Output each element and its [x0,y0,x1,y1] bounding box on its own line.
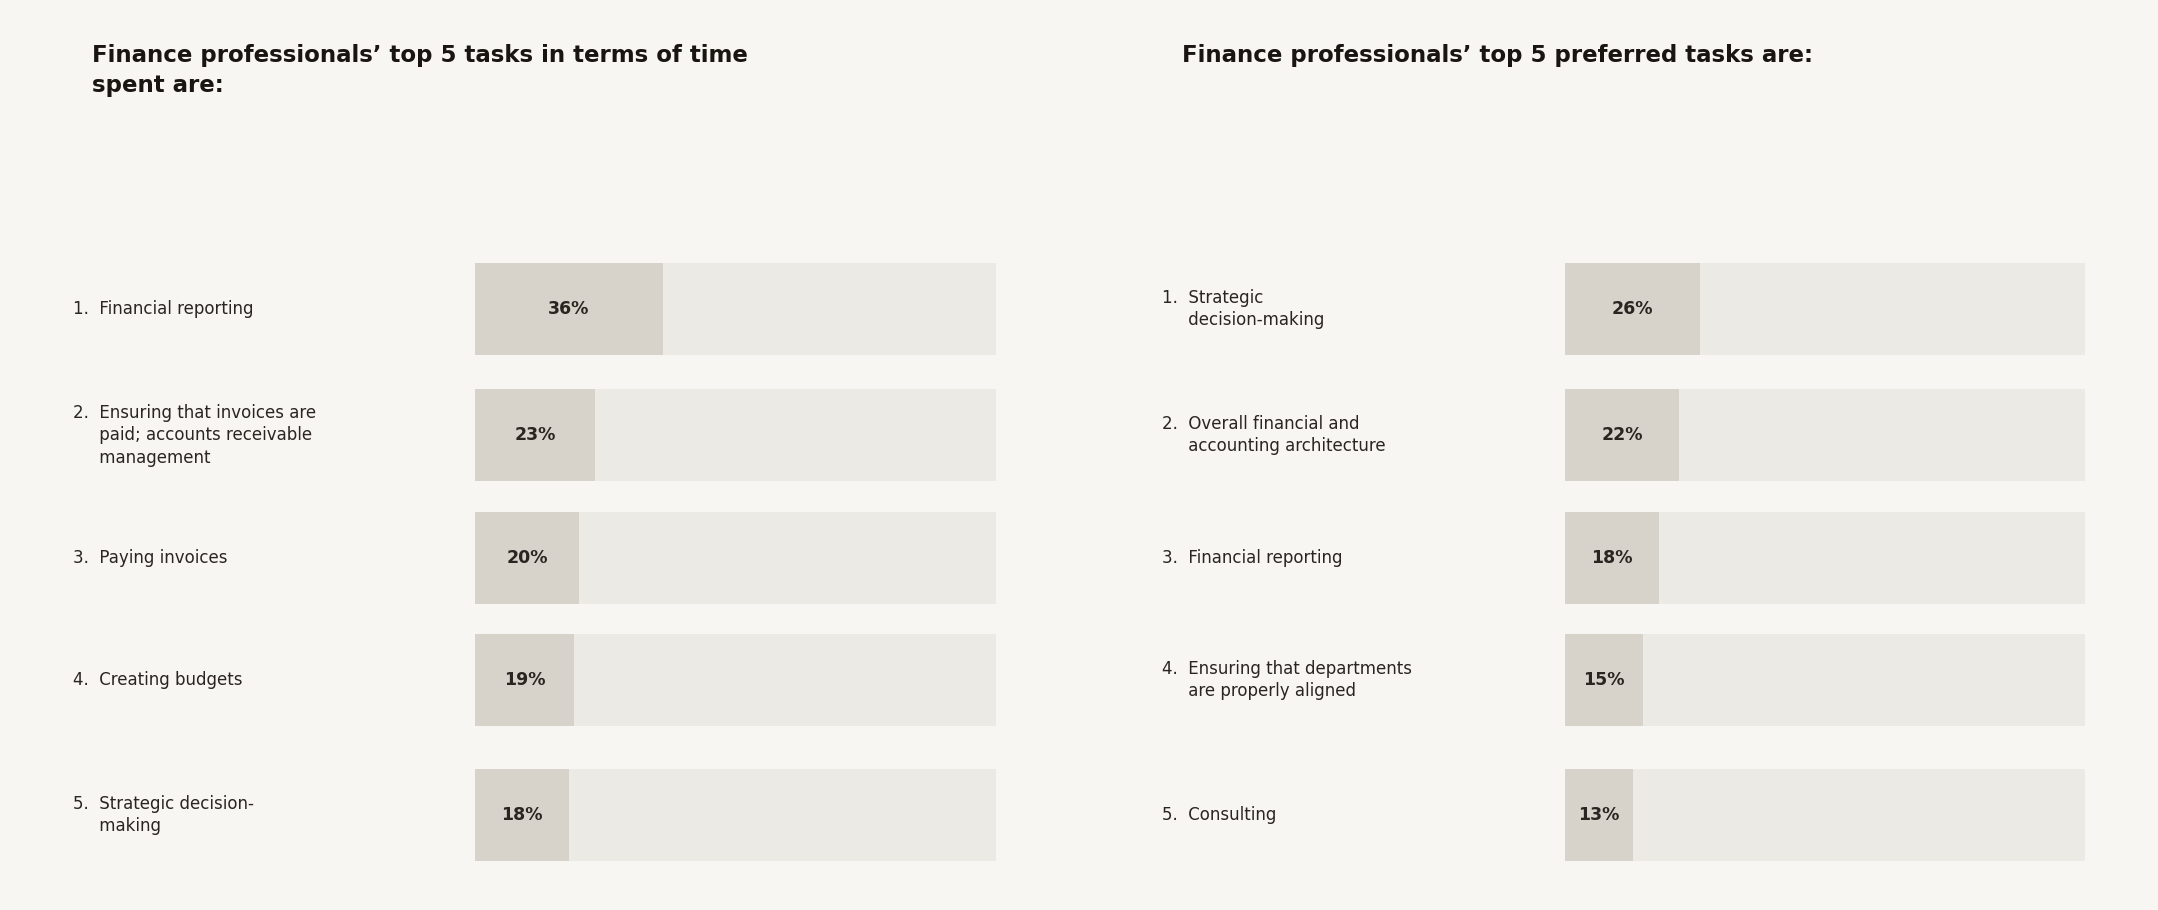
Text: 13%: 13% [1577,806,1618,824]
Text: 1.  Financial reporting: 1. Financial reporting [73,299,252,318]
FancyBboxPatch shape [475,770,995,861]
FancyBboxPatch shape [1565,389,1679,481]
FancyBboxPatch shape [1565,511,1660,603]
Text: 2.  Overall financial and
     accounting architecture: 2. Overall financial and accounting arch… [1163,415,1385,455]
Text: 3.  Financial reporting: 3. Financial reporting [1163,549,1342,567]
FancyBboxPatch shape [475,263,663,355]
Text: 18%: 18% [1590,549,1634,567]
FancyBboxPatch shape [475,389,596,481]
Text: 22%: 22% [1601,427,1642,444]
Text: 4.  Ensuring that departments
     are properly aligned: 4. Ensuring that departments are properl… [1163,660,1411,700]
FancyBboxPatch shape [475,634,574,726]
Text: 4.  Creating budgets: 4. Creating budgets [73,671,242,689]
Text: 3.  Paying invoices: 3. Paying invoices [73,549,227,567]
FancyBboxPatch shape [1565,770,1634,861]
FancyBboxPatch shape [475,770,570,861]
Text: 23%: 23% [514,427,557,444]
FancyBboxPatch shape [475,263,995,355]
Text: 36%: 36% [548,299,589,318]
Text: 5.  Strategic decision-
     making: 5. Strategic decision- making [73,795,252,835]
FancyBboxPatch shape [1565,770,2085,861]
Text: 15%: 15% [1584,671,1625,689]
Text: 20%: 20% [507,549,548,567]
FancyBboxPatch shape [475,389,995,481]
FancyBboxPatch shape [1565,634,2085,726]
Text: Finance professionals’ top 5 preferred tasks are:: Finance professionals’ top 5 preferred t… [1183,45,1813,67]
FancyBboxPatch shape [475,634,995,726]
Text: 18%: 18% [501,806,544,824]
FancyBboxPatch shape [1565,511,2085,603]
Text: 26%: 26% [1612,299,1653,318]
FancyBboxPatch shape [1565,389,2085,481]
FancyBboxPatch shape [1565,263,1701,355]
Text: 19%: 19% [503,671,546,689]
FancyBboxPatch shape [475,511,995,603]
Text: 1.  Strategic
     decision-making: 1. Strategic decision-making [1163,288,1325,329]
FancyBboxPatch shape [475,511,578,603]
Text: 5.  Consulting: 5. Consulting [1163,806,1278,824]
FancyBboxPatch shape [1565,263,2085,355]
FancyBboxPatch shape [1565,634,1642,726]
Text: Finance professionals’ top 5 tasks in terms of time
spent are:: Finance professionals’ top 5 tasks in te… [93,45,749,96]
Text: 2.  Ensuring that invoices are
     paid; accounts receivable
     management: 2. Ensuring that invoices are paid; acco… [73,404,315,467]
